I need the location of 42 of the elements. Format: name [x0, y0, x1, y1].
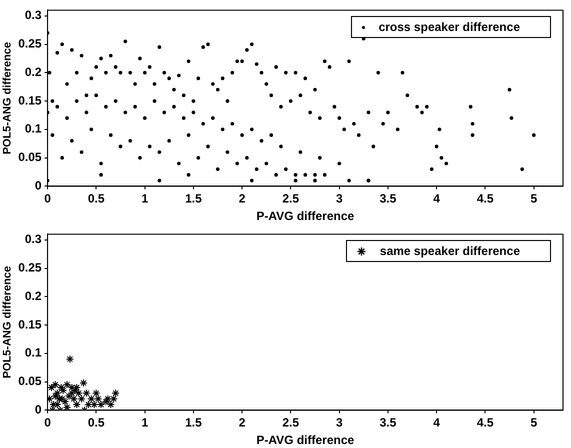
- x-tick-label: 2.5: [282, 416, 300, 430]
- y-tick-label: 0: [34, 178, 42, 193]
- y-tick-label: 0.05: [18, 374, 42, 388]
- x-tick-label: 0.5: [88, 416, 105, 430]
- y-tick-label: 0.15: [18, 317, 42, 332]
- y-tick-label: 0.15: [18, 93, 42, 108]
- x-tick-label: 1.5: [185, 192, 202, 206]
- x-tick-label: 3: [336, 192, 343, 206]
- legend-label: cross speaker difference: [378, 20, 520, 34]
- x-tick-label: 0: [44, 192, 52, 206]
- x-tick-label: 2.5: [282, 192, 300, 206]
- y-axis-title: POL5-ANG difference: [2, 266, 14, 378]
- x-tick-label: 0.5: [88, 192, 105, 206]
- y-tick-label: 0.05: [18, 150, 42, 164]
- y-tick-label: 0.2: [24, 64, 42, 79]
- y-tick-label: 0.3: [24, 232, 42, 246]
- x-tick-label: 5: [530, 192, 538, 206]
- x-tick-label: 0: [44, 416, 52, 430]
- x-tick-label: 1: [141, 416, 148, 430]
- x-tick-label: 3: [336, 416, 343, 430]
- x-tick-label: 4: [433, 416, 440, 430]
- y-tick-label: 0.25: [18, 260, 42, 275]
- x-tick-label: 3.5: [380, 416, 397, 430]
- x-axis-title: P-AVG difference: [256, 433, 354, 448]
- x-axis-title: P-AVG difference: [256, 209, 354, 224]
- legend-label: same speaker difference: [380, 244, 520, 258]
- x-tick-label: 5: [530, 416, 538, 430]
- x-tick-label: 1: [141, 192, 148, 206]
- y-tick-label: 0.3: [24, 8, 42, 22]
- x-tick-label: 4.5: [476, 416, 494, 430]
- x-tick-label: 1.5: [185, 416, 202, 430]
- x-tick-label: 2: [238, 416, 246, 430]
- y-tick-label: 0: [34, 402, 42, 417]
- y-tick-label: 0.2: [24, 288, 42, 303]
- y-tick-label: 0.1: [24, 346, 42, 360]
- x-tick-label: 2: [238, 192, 246, 206]
- y-tick-label: 0.25: [18, 36, 42, 51]
- y-axis-title: POL5-ANG difference: [2, 42, 14, 154]
- x-tick-label: 3.5: [380, 192, 397, 206]
- x-tick-label: 4: [433, 192, 440, 206]
- y-tick-label: 0.1: [24, 122, 42, 136]
- x-tick-label: 4.5: [476, 192, 494, 206]
